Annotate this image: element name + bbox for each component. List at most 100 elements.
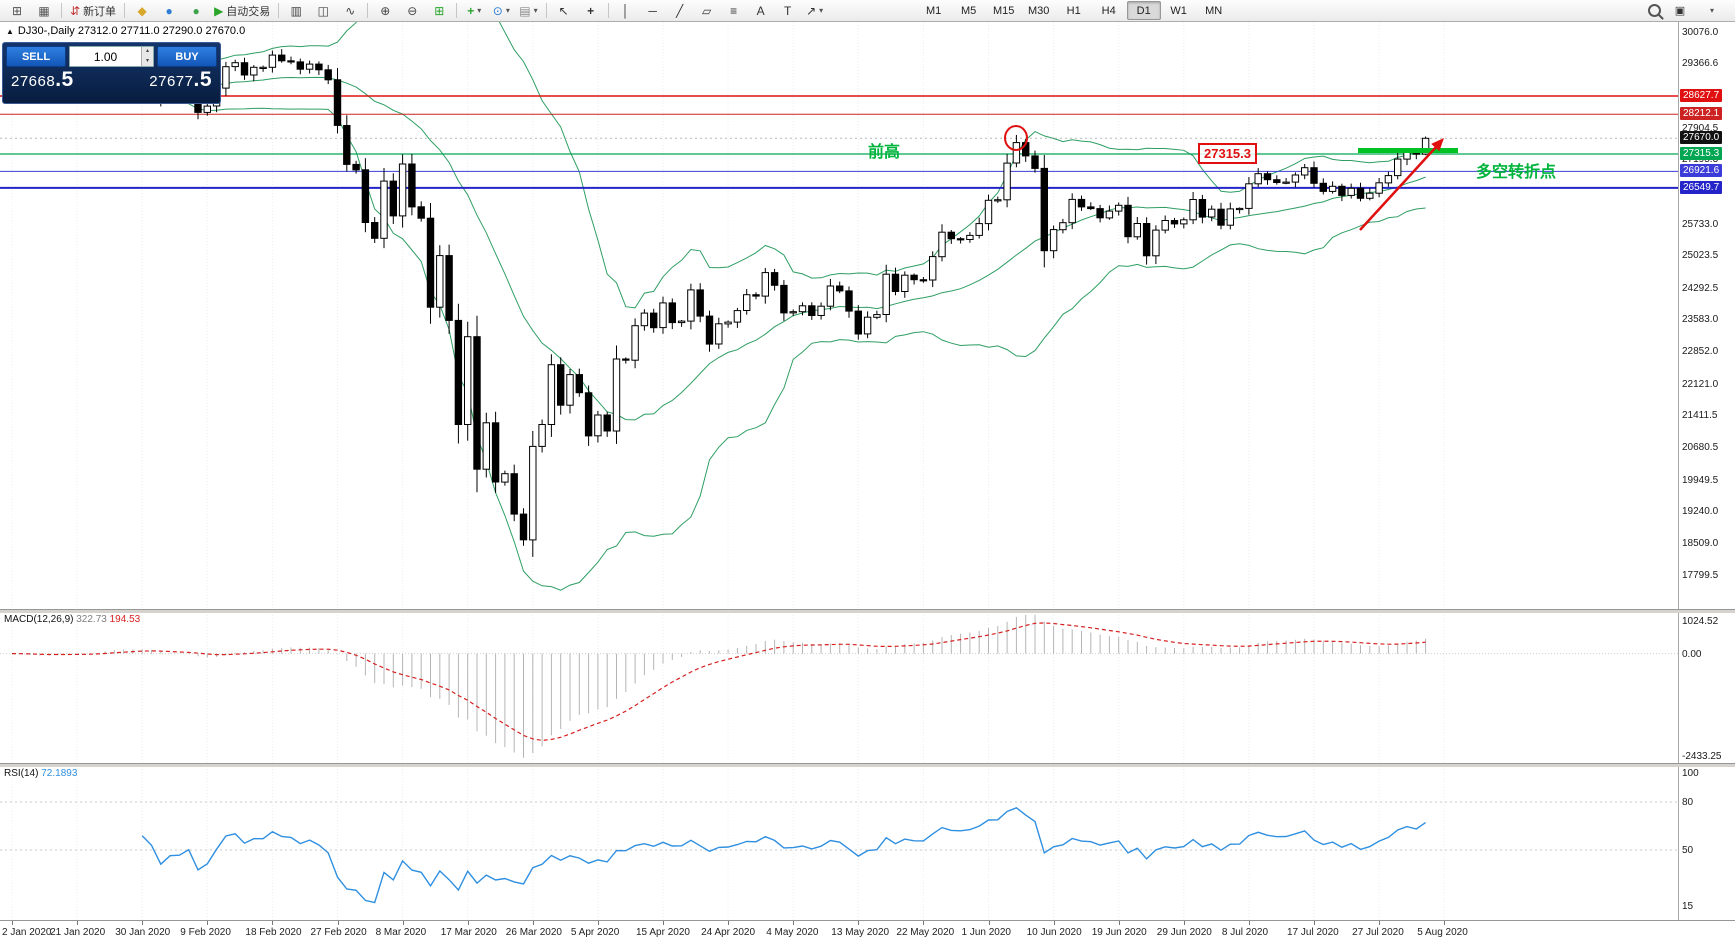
price-axis-label: 30076.0	[1682, 27, 1719, 38]
time-axis-tick	[207, 921, 209, 925]
metaeditor-icon: ◆	[137, 3, 147, 18]
time-axis-label: 26 Mar 2020	[505, 927, 562, 938]
annotation-price-level[interactable]: 27315.3	[1198, 143, 1257, 164]
timeframe-d1[interactable]: D1	[1126, 1, 1161, 20]
caret-down-icon: ▾	[477, 6, 482, 15]
cursor-button[interactable]: ↖	[551, 1, 577, 21]
horizontal-line-button[interactable]: ─	[640, 1, 666, 21]
annotation-turning-point[interactable]: 多空转折点	[1476, 164, 1557, 181]
zoom-out-button[interactable]: ⊖	[399, 1, 425, 21]
text-button[interactable]: A	[748, 1, 774, 21]
toolbar-separator	[607, 3, 609, 18]
timeframe-m5[interactable]: M5	[961, 4, 977, 17]
volume-down-icon[interactable]: ▾	[142, 56, 153, 66]
timeframe-h1[interactable]: H1	[1066, 4, 1081, 17]
label-button[interactable]: T	[775, 1, 801, 21]
community-button[interactable]: ●	[156, 1, 182, 21]
timeframe-toolbar: M1 M5 M15 M30 H1 H4 D1 W1 MN	[917, 1, 1231, 20]
volume-up-icon[interactable]: ▴	[142, 47, 153, 57]
time-axis-tick	[12, 921, 13, 925]
rsi-plot[interactable]	[0, 766, 1678, 920]
sell-button[interactable]: SELL	[6, 46, 66, 67]
autotrading-icon: ▶	[214, 3, 224, 18]
zoom-in-icon: ⊕	[380, 3, 391, 18]
candlestick-chart-button[interactable]: ◫	[310, 1, 336, 21]
volume-field: ▴ ▾	[69, 46, 154, 67]
time-axis-tick	[663, 921, 664, 925]
candlestick-plot[interactable]	[0, 22, 1678, 609]
macd-pane[interactable]: MACD(12,26,9) 322.73 194.53	[0, 612, 1678, 764]
indicators-button[interactable]: + ▾	[461, 1, 487, 21]
new-order-button[interactable]: ⇵ 新订单	[66, 1, 120, 21]
templates-button[interactable]: ▤ ▾	[515, 1, 541, 21]
pane-divider[interactable]	[0, 609, 1735, 613]
tile-windows-button[interactable]: ⊞	[426, 1, 452, 21]
buy-button[interactable]: BUY	[157, 46, 217, 67]
time-axis-label: 9 Feb 2020	[180, 927, 231, 938]
timeframe-w1[interactable]: W1	[1170, 4, 1187, 17]
mql5-icon: ●	[192, 3, 200, 18]
crosshair-button[interactable]: +	[578, 1, 604, 21]
toolbar-overflow-button[interactable]: ▾	[1709, 6, 1714, 15]
fibonacci-button[interactable]: ≡	[721, 1, 747, 21]
price-axis-label: 20680.5	[1682, 442, 1719, 453]
timeframe-mn[interactable]: MN	[1205, 4, 1223, 17]
new-chart-button[interactable]: ⊞	[4, 1, 30, 21]
price-axis[interactable]: 30076.029366.627904.527195.325733.025023…	[1678, 22, 1735, 920]
timeframe-h4[interactable]: H4	[1101, 4, 1116, 17]
time-axis-tick	[858, 921, 860, 925]
symbol-ohlc-text: DJ30-,Daily 27312.0 27711.0 27290.0 2767…	[17, 25, 246, 37]
timeframe-m1[interactable]: M1	[926, 4, 942, 17]
time-axis-tick	[1314, 921, 1315, 925]
time-axis-tick	[1444, 921, 1446, 925]
chart-windows-button[interactable]: ▣	[1674, 5, 1686, 17]
macd-axis-label: 0.00	[1682, 649, 1702, 660]
time-axis-tick	[1379, 921, 1381, 925]
price-axis-label: 17799.5	[1682, 570, 1719, 581]
metaeditor-button[interactable]: ◆	[129, 1, 155, 21]
time-axis-tick	[1118, 921, 1120, 925]
price-axis-label: 29366.6	[1682, 58, 1719, 69]
autotrading-button-label: 自动交易	[226, 5, 271, 18]
time-axis-tick	[77, 921, 79, 925]
timeframe-m15[interactable]: M15	[992, 4, 1015, 17]
time-axis-label: 4 May 2020	[766, 927, 819, 938]
indicators-icon: +	[467, 3, 475, 18]
rsi-pane[interactable]: RSI(14) 72.1893	[0, 766, 1678, 920]
volume-input[interactable]	[70, 47, 141, 66]
arrows-button[interactable]: ↗ ▾	[802, 1, 828, 21]
time-axis-label: 10 Jun 2020	[1026, 927, 1082, 938]
zoom-in-button[interactable]: ⊕	[372, 1, 398, 21]
annotation-prev-high[interactable]: 前高	[868, 144, 901, 161]
periods-button[interactable]: ⊙ ▾	[488, 1, 514, 21]
channel-button[interactable]: ▱	[694, 1, 720, 21]
macd-plot[interactable]	[0, 612, 1678, 764]
collapse-panel-icon[interactable]: ▲	[6, 26, 14, 36]
rsi-axis-label: 15	[1682, 901, 1694, 912]
bar-chart-button[interactable]: ▥	[283, 1, 309, 21]
autotrading-button[interactable]: ▶ 自动交易	[210, 1, 274, 21]
mql5-button[interactable]: ●	[183, 1, 209, 21]
time-axis-label: 22 May 2020	[896, 927, 955, 938]
time-axis[interactable]: 2 Jan 2020 21 Jan 2020 30 Jan 2020 9 Feb 20…	[0, 920, 1735, 942]
line-chart-button[interactable]: ∿	[337, 1, 363, 21]
timeframe-m30[interactable]: M30	[1027, 4, 1050, 17]
trendline-button[interactable]: ╱	[667, 1, 693, 21]
macd-axis-label: -2433.25	[1682, 751, 1722, 762]
rsi-axis-label: 50	[1682, 845, 1694, 856]
profiles-icon: ▦	[38, 3, 50, 18]
vertical-line-button[interactable]: │	[613, 1, 639, 21]
price-line-label: 26549.7	[1680, 181, 1723, 194]
buy-price: 27677.5	[149, 68, 212, 91]
price-axis-label: 22852.0	[1682, 346, 1719, 357]
time-axis-tick	[337, 921, 339, 925]
profiles-button[interactable]: ▦	[31, 1, 57, 21]
time-axis-tick	[1183, 921, 1185, 925]
label-icon: T	[783, 3, 792, 18]
cursor-icon: ↖	[558, 3, 569, 18]
main-chart-pane[interactable]: ▲ DJ30-,Daily 27312.0 27711.0 27290.0 27…	[0, 22, 1678, 609]
time-axis-tick	[793, 921, 795, 925]
search-icon[interactable]	[1648, 4, 1661, 17]
pane-divider[interactable]	[0, 763, 1735, 767]
new-order-icon: ⇵	[70, 3, 81, 18]
